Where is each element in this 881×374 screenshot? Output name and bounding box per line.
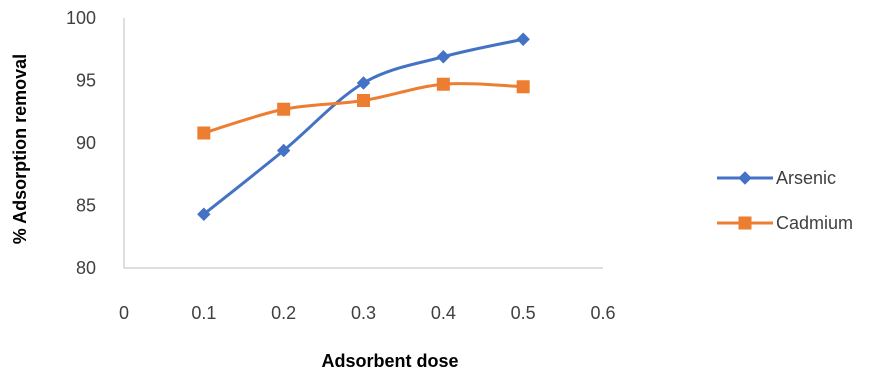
legend-item-arsenic: Arsenic [717, 168, 836, 188]
data-point-cadmium [357, 94, 370, 107]
x-tick-label: 0 [119, 303, 129, 323]
series-line-arsenic [202, 37, 525, 216]
legend: Arsenic Cadmium [717, 168, 853, 233]
series-cadmium [197, 77, 530, 140]
y-tick-label: 90 [76, 133, 96, 153]
data-point-cadmium [197, 126, 211, 140]
y-tick-label: 85 [76, 196, 96, 216]
data-point-arsenic [356, 76, 371, 90]
data-point-arsenic [516, 32, 530, 46]
y-tick-label: 80 [76, 258, 96, 278]
legend-label: Cadmium [776, 213, 853, 233]
x-tick-labels: 0 0.1 0.2 0.3 0.4 0.5 0.6 [119, 303, 616, 323]
y-tick-labels: 80 85 90 95 100 [66, 8, 96, 278]
series-layer [197, 32, 530, 221]
y-tick-label: 100 [66, 8, 96, 28]
x-axis-title: Adsorbent dose [321, 351, 458, 371]
legend-swatch-marker [738, 216, 752, 230]
y-axis-title: % Adsorption removal [10, 54, 30, 244]
data-point-cadmium [277, 102, 291, 116]
data-point-arsenic [436, 50, 451, 64]
legend-label: Arsenic [776, 168, 836, 188]
legend-item-cadmium: Cadmium [717, 213, 853, 233]
axes [123, 18, 603, 269]
data-point-cadmium [436, 77, 450, 91]
x-tick-label: 0.3 [351, 303, 376, 323]
data-point-cadmium [516, 80, 530, 94]
series-arsenic [197, 32, 530, 221]
data-point-arsenic [276, 143, 291, 158]
series-line-cadmium [202, 82, 525, 135]
y-tick-label: 95 [76, 71, 96, 91]
x-tick-label: 0.6 [590, 303, 615, 323]
x-tick-label: 0.1 [191, 303, 216, 323]
x-tick-label: 0.4 [431, 303, 456, 323]
x-tick-label: 0.2 [271, 303, 296, 323]
legend-swatch-marker [738, 171, 752, 185]
x-tick-label: 0.5 [511, 303, 536, 323]
data-point-arsenic [197, 207, 211, 221]
